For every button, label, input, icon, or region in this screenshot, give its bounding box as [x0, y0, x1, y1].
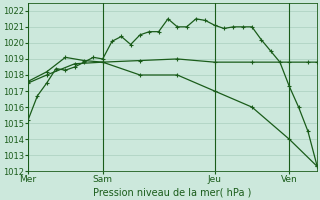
- X-axis label: Pression niveau de la mer( hPa ): Pression niveau de la mer( hPa ): [93, 187, 252, 197]
